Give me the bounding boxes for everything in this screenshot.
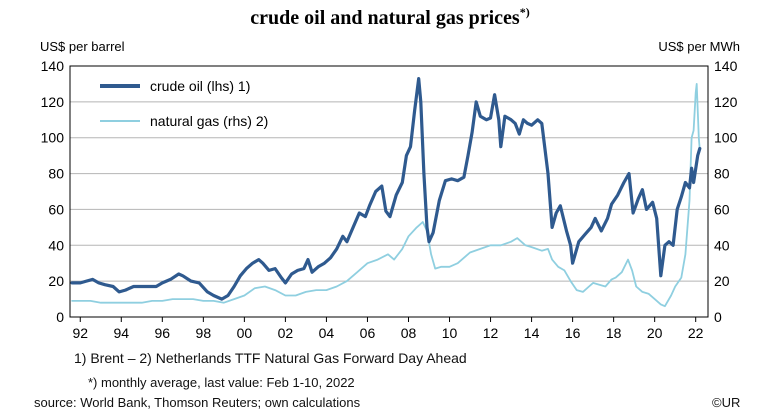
x-tick-label: 92 [72,325,88,340]
left-axis-unit: US$ per barrel [40,39,125,54]
chart-title-text: crude oil and natural gas prices [250,7,520,29]
right-axis-unit: US$ per MWh [658,39,740,54]
x-tick-label: 94 [113,325,129,340]
left-tick-label: 80 [48,166,64,182]
left-tick-label: 120 [41,94,65,110]
x-tick-label: 18 [606,325,622,340]
x-tick-label: 20 [647,325,663,340]
source-footnote: source: World Bank, Thomson Reuters; own… [34,395,361,410]
chart: crude oil and natural gas prices*) US$ p… [40,5,740,340]
left-tick-label: 140 [41,58,65,74]
series-line-crude-oil [70,77,702,301]
x-tick-label: 04 [319,325,335,340]
left-axis: 0 20 40 60 80 100 120 140 [41,58,65,325]
right-tick-label: 40 [714,237,730,253]
series-footnote: 1) Brent – 2) Netherlands TTF Natural Ga… [74,350,467,366]
x-tick-label: 16 [565,325,581,340]
legend-label-natural-gas: natural gas (rhs) 2) [150,113,268,129]
x-tick-label: 08 [401,325,417,340]
right-axis: 0 20 40 60 80 100 120 140 [714,58,738,325]
left-tick-label: 100 [41,130,65,146]
series-line-natural-gas [71,83,701,308]
x-axis: 92 94 96 98 00 02 04 06 08 10 12 14 16 18 20 22 [72,317,704,340]
x-tick-label: 22 [688,325,704,340]
legend-label-crude-oil: crude oil (lhs) 1) [150,78,250,94]
x-tick-label: 12 [483,325,499,340]
right-tick-label: 120 [714,94,738,110]
chart-title-superscript: *) [520,5,530,19]
monthly-footnote: *) monthly average, last value: Feb 1-10… [88,375,355,390]
plot-frame [69,65,709,318]
x-tick-label: 10 [442,325,458,340]
copyright-mark: ©UR [712,395,741,410]
right-tick-label: 140 [714,58,738,74]
x-tick-label: 96 [155,325,171,340]
x-tick-label: 06 [360,325,376,340]
left-tick-label: 40 [48,237,64,253]
chart-title: crude oil and natural gas prices*) [250,5,529,29]
right-tick-label: 80 [714,166,730,182]
x-tick-label: 00 [237,325,253,340]
right-tick-label: 60 [714,201,730,217]
right-tick-label: 20 [714,273,730,289]
left-tick-label: 0 [56,309,64,325]
x-tick-label: 02 [278,325,294,340]
left-tick-label: 20 [48,273,64,289]
right-tick-label: 100 [714,130,738,146]
legend: crude oil (lhs) 1) natural gas (rhs) 2) [100,78,268,129]
right-tick-label: 0 [714,309,722,325]
left-tick-label: 60 [48,201,64,217]
x-tick-label: 14 [524,325,540,340]
x-tick-label: 98 [196,325,212,340]
gridlines [70,101,708,282]
series-layer [70,77,702,308]
